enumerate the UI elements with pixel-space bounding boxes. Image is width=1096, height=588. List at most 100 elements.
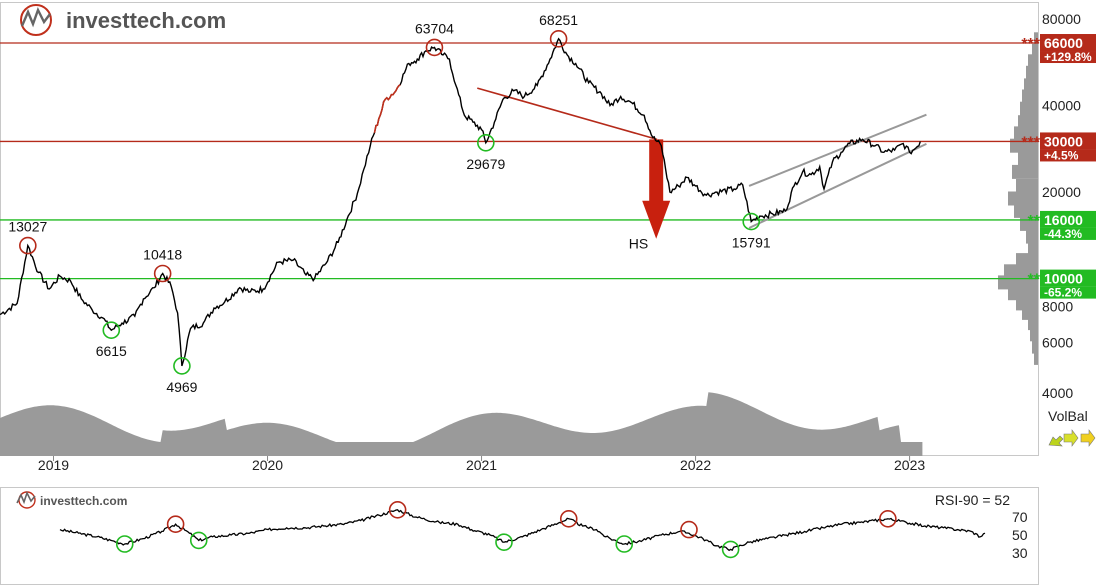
rsi-marker-circle [115,535,134,553]
level-value: 30000 [1044,133,1083,149]
volume-profile-bar [1004,264,1038,279]
rsi-series-line [59,509,986,552]
time-tick-label: 2021 [466,457,497,473]
pivot-circle [425,38,444,57]
pivot-circle [102,321,121,339]
pivot-label: 15791 [732,235,771,251]
support-resistance-levels: *** 66000+129.8%*** 30000+4.5%** 16000-44.3… [0,34,1096,300]
investtech-logo: investtech.com [20,4,226,36]
volbal-label: VolBal [1048,408,1088,424]
price-series-red-segment [373,84,401,133]
level-pct-badge [1040,227,1096,240]
pivot-circle [477,133,495,152]
volume-profile-bar [1032,43,1038,58]
volume-profile-bar [1008,191,1038,206]
rsi-marker-circle [495,533,513,552]
volume-profile-bar [1020,101,1038,116]
rsi-y-axis: 70 50 30 [1012,509,1028,561]
hs-target-arrow-icon [642,139,671,239]
level-pct-badge [1040,51,1096,64]
volume-profile-bar [1028,316,1038,331]
level-pct: +4.5% [1044,148,1079,162]
level-stars: *** [1021,36,1040,53]
rsi-marker-circle [559,509,578,528]
price-tick-label: 40000 [1042,98,1081,114]
level-pct: -65.2% [1044,286,1082,300]
rsi-marker-circle [166,515,185,534]
volume-balance-area [0,392,923,456]
hs-neckline [477,87,658,141]
level-stars: ** [1028,213,1041,230]
volume-profile-bar [1022,89,1038,104]
pivot-label: 10418 [143,246,182,262]
volume-profile-bar [1016,253,1038,268]
rsi-marker-circle [615,535,634,553]
volume-profile-bar [1014,203,1038,218]
pivot-circle [549,30,568,48]
level-pct: +129.8% [1044,50,1092,64]
price-tick-label: 4000 [1042,385,1073,401]
volume-profile-bar [1034,350,1038,365]
volume-profile-bar [1012,164,1038,179]
volume-profile-bar [1018,152,1038,167]
price-tick-label: 6000 [1042,334,1073,350]
level-pct-badge [1040,149,1096,162]
arrow-right-icon [1080,429,1096,447]
logo-zigzag-icon [20,6,51,28]
time-tick-label: 2020 [252,457,283,473]
level-stars: ** [1028,272,1041,289]
hs-label: HS [629,236,648,252]
volume-profile-bar [1016,179,1038,193]
level-badge [1040,269,1096,287]
arrow-right-icon [1063,429,1079,447]
volume-profile-bar [1014,126,1038,141]
pivot-label: 68251 [539,12,578,28]
price-panel [0,2,1039,456]
level-value: 16000 [1044,212,1083,228]
channel-upper-line [748,113,927,187]
rsi-tick-label: 50 [1012,527,1028,543]
price-series-line [0,37,921,367]
pivot-label: 4969 [166,379,197,395]
level-pct: -44.3% [1044,227,1082,241]
volume-profile-bar [1010,138,1038,153]
volume-profile-bar [1024,78,1038,93]
head-and-shoulders-formation: HS [477,87,671,252]
pivot-label: 6615 [96,343,127,359]
pivot-circle [742,212,761,231]
rsi-tick-label: 30 [1012,545,1028,561]
time-tick-label: 2022 [680,457,711,473]
price-tick-label: 20000 [1042,184,1081,200]
volume-profile-bar [1026,229,1038,244]
volume-profile-bar [1028,240,1038,255]
pivot-circle [153,264,172,283]
volume-profile-bar [1026,65,1038,80]
pivot-label: 29679 [466,156,505,172]
pivot-circle [19,236,37,255]
time-x-axis: 2019 2020 2021 2022 2023 [38,456,925,473]
level-value: 66000 [1044,35,1083,51]
pivot-label: 63704 [415,20,454,36]
arrow-down-right-icon [1048,435,1064,447]
volume-profile-bar [1028,54,1038,69]
volume-profile-bar [1030,327,1038,342]
time-tick-label: 2019 [38,457,69,473]
rsi-marker-circle [388,500,407,519]
rsi-marker-circle [721,540,740,559]
volume-profile-bar [1018,115,1038,130]
level-badge [1040,34,1096,52]
pivot-circle [173,357,191,375]
rsi-marker-circle [189,531,208,550]
level-badge [1040,210,1096,228]
logo-circle-icon [20,4,52,36]
logo-zigzag-small-icon [16,490,36,505]
rsi-marker-circle [879,509,897,528]
rsi-marker-circle [680,520,698,539]
logo-small-text: investtech.com [40,494,127,508]
rsi-tick-label: 70 [1012,509,1028,525]
time-tick-label: 2023 [894,457,925,473]
pivot-label: 13027 [8,219,47,235]
volume-profile-bar [1032,339,1038,354]
rsi-title: RSI-90 = 52 [935,492,1010,508]
